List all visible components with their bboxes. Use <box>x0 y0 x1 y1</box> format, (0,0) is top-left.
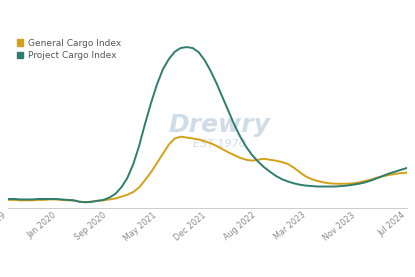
Legend: General Cargo Index, Project Cargo Index: General Cargo Index, Project Cargo Index <box>17 39 121 60</box>
Text: Drewry: Drewry <box>168 113 271 137</box>
Text: EST 1970: EST 1970 <box>193 139 246 149</box>
